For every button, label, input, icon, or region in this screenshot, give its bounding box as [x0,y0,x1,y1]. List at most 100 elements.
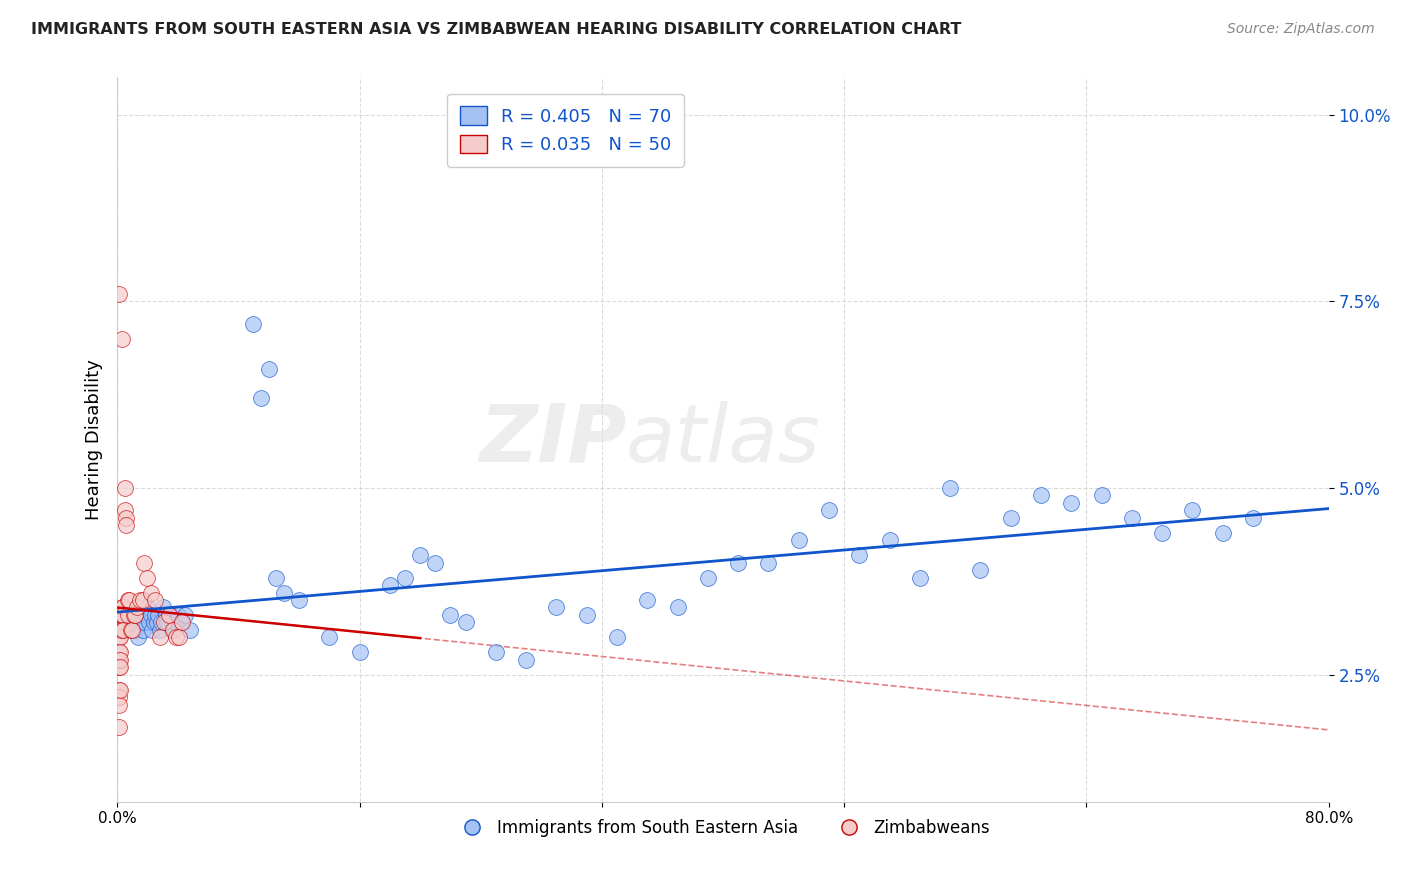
Point [107,653,129,667]
Point [115,511,138,525]
Point [1152,525,1174,540]
Point [112,623,135,637]
Point [135,607,157,622]
Point [110,660,132,674]
Point [318,631,340,645]
Point [666,600,689,615]
Point [165,631,187,645]
Point [939,481,962,495]
Point [153,615,176,630]
Point [160,623,183,637]
Point [1029,488,1052,502]
Point [127,631,149,645]
Point [107,698,129,712]
Point [1060,496,1083,510]
Point [110,653,132,667]
Point [120,623,142,637]
Point [454,615,477,630]
Point [149,623,172,637]
Point [136,600,159,615]
Point [908,571,931,585]
Point [110,682,132,697]
Point [727,556,749,570]
Point [146,607,169,622]
Point [349,645,371,659]
Point [111,600,134,615]
Point [114,503,136,517]
Point [110,607,132,622]
Point [117,593,139,607]
Point [1241,511,1264,525]
Point [1091,488,1114,502]
Point [107,660,129,674]
Point [107,682,129,697]
Point [273,585,295,599]
Point [787,533,810,548]
Point [112,607,135,622]
Point [169,631,191,645]
Point [111,607,134,622]
Point [114,623,136,637]
Point [159,607,181,622]
Point [546,600,568,615]
Point [121,615,143,630]
Point [110,631,132,645]
Point [696,571,718,585]
Point [157,607,180,622]
Point [636,593,658,607]
Point [166,607,188,622]
Point [879,533,901,548]
Text: IMMIGRANTS FROM SOUTH EASTERN ASIA VS ZIMBABWEAN HEARING DISABILITY CORRELATION : IMMIGRANTS FROM SOUTH EASTERN ASIA VS ZI… [31,22,962,37]
Point [107,623,129,637]
Point [425,556,447,570]
Point [115,518,138,533]
Point [107,645,129,659]
Point [110,623,132,637]
Point [409,548,432,562]
Point [485,645,508,659]
Point [394,571,416,585]
Point [1000,511,1022,525]
Point [129,615,152,630]
Point [138,615,160,630]
Point [606,631,628,645]
Point [758,556,780,570]
Point [112,600,135,615]
Point [121,623,143,637]
Point [818,503,841,517]
Point [114,481,136,495]
Point [132,593,155,607]
Point [118,593,141,607]
Point [439,607,461,622]
Point [134,556,156,570]
Point [107,690,129,704]
Point [1121,511,1143,525]
Point [174,607,197,622]
Point [131,607,153,622]
Point [143,607,166,622]
Point [110,645,132,659]
Point [118,607,141,622]
Point [969,563,991,577]
Point [139,607,162,622]
Point [179,623,201,637]
Y-axis label: Hearing Disability: Hearing Disability [86,359,103,520]
Point [111,623,134,637]
Text: atlas: atlas [626,401,821,478]
Point [132,623,155,637]
Point [134,615,156,630]
Point [107,631,129,645]
Point [111,332,134,346]
Point [378,578,401,592]
Point [163,615,186,630]
Point [107,607,129,622]
Point [143,593,166,607]
Point [107,720,129,734]
Text: ZIP: ZIP [478,401,626,478]
Point [150,615,173,630]
Point [152,600,174,615]
Point [257,361,280,376]
Legend: Immigrants from South Eastern Asia, Zimbabweans: Immigrants from South Eastern Asia, Zimb… [449,813,997,844]
Point [515,653,537,667]
Point [122,607,145,622]
